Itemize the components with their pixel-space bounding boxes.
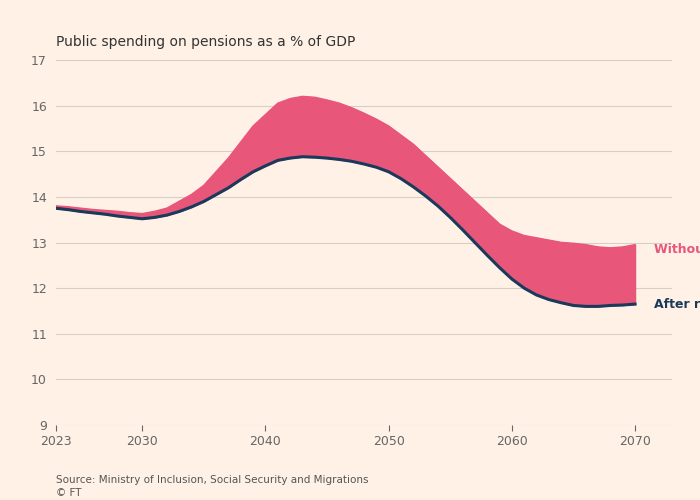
Text: After reforms: After reforms bbox=[654, 298, 700, 310]
Text: © FT: © FT bbox=[56, 488, 81, 498]
Text: Without reforms: Without reforms bbox=[654, 243, 700, 256]
Text: Source: Ministry of Inclusion, Social Security and Migrations: Source: Ministry of Inclusion, Social Se… bbox=[56, 475, 368, 485]
Text: Public spending on pensions as a % of GDP: Public spending on pensions as a % of GD… bbox=[56, 35, 356, 49]
